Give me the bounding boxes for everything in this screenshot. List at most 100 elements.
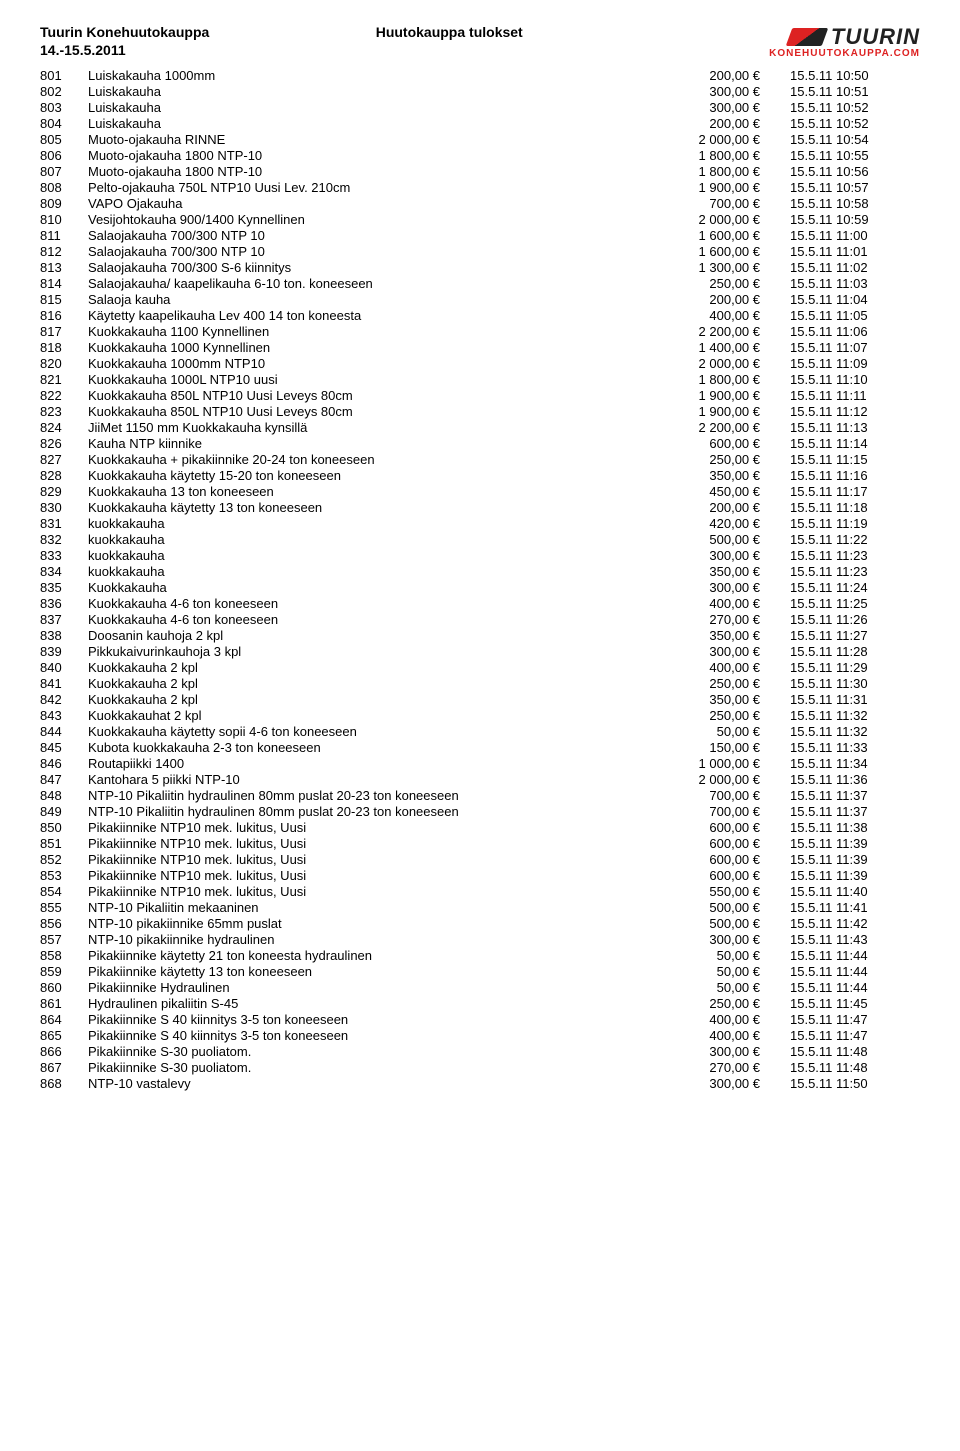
row-desc: NTP-10 vastalevy <box>88 1075 680 1091</box>
row-time: 15.5.11 11:36 <box>790 771 920 787</box>
row-desc: Pikakiinnike S-30 puoliatom. <box>88 1043 680 1059</box>
row-id: 852 <box>40 851 88 867</box>
table-row: 853Pikakiinnike NTP10 mek. lukitus, Uusi… <box>40 867 920 883</box>
row-desc: Kuokkakauha 850L NTP10 Uusi Leveys 80cm <box>88 403 680 419</box>
row-desc: NTP-10 Pikaliitin hydraulinen 80mm pusla… <box>88 803 680 819</box>
row-time: 15.5.11 11:31 <box>790 691 920 707</box>
row-time: 15.5.11 11:06 <box>790 323 920 339</box>
row-desc: Kuokkakauha käytetty sopii 4-6 ton konee… <box>88 723 680 739</box>
row-desc: Salaojakauha 700/300 NTP 10 <box>88 227 680 243</box>
header-left: Tuurin Konehuutokauppa 14.-15.5.2011 <box>40 24 209 58</box>
row-time: 15.5.11 10:59 <box>790 211 920 227</box>
row-desc: Luiskakauha 1000mm <box>88 67 680 83</box>
row-time: 15.5.11 10:51 <box>790 83 920 99</box>
row-id: 831 <box>40 515 88 531</box>
row-desc: Pikakiinnike NTP10 mek. lukitus, Uusi <box>88 819 680 835</box>
row-time: 15.5.11 11:26 <box>790 611 920 627</box>
row-desc: Kubota kuokkakauha 2-3 ton koneeseen <box>88 739 680 755</box>
row-time: 15.5.11 10:58 <box>790 195 920 211</box>
row-price: 450,00 € <box>680 483 790 499</box>
row-desc: kuokkakauha <box>88 547 680 563</box>
row-desc: Kuokkakauha 1000L NTP10 uusi <box>88 371 680 387</box>
row-desc: Kauha NTP kiinnike <box>88 435 680 451</box>
table-row: 842Kuokkakauha 2 kpl350,00 €15.5.11 11:3… <box>40 691 920 707</box>
row-time: 15.5.11 11:47 <box>790 1011 920 1027</box>
row-time: 15.5.11 11:39 <box>790 835 920 851</box>
row-id: 816 <box>40 307 88 323</box>
row-desc: Kuokkakauha + pikakiinnike 20-24 ton kon… <box>88 451 680 467</box>
row-id: 807 <box>40 163 88 179</box>
row-id: 818 <box>40 339 88 355</box>
row-price: 200,00 € <box>680 291 790 307</box>
row-id: 867 <box>40 1059 88 1075</box>
row-price: 2 000,00 € <box>680 211 790 227</box>
table-row: 861Hydraulinen pikaliitin S-45250,00 €15… <box>40 995 920 1011</box>
row-id: 856 <box>40 915 88 931</box>
row-price: 50,00 € <box>680 979 790 995</box>
row-price: 300,00 € <box>680 931 790 947</box>
row-time: 15.5.11 11:29 <box>790 659 920 675</box>
row-price: 1 900,00 € <box>680 179 790 195</box>
table-row: 855NTP-10 Pikaliitin mekaaninen500,00 €1… <box>40 899 920 915</box>
row-desc: Pikakiinnike NTP10 mek. lukitus, Uusi <box>88 867 680 883</box>
row-time: 15.5.11 10:55 <box>790 147 920 163</box>
row-price: 50,00 € <box>680 723 790 739</box>
row-price: 300,00 € <box>680 1043 790 1059</box>
table-row: 821Kuokkakauha 1000L NTP10 uusi1 800,00 … <box>40 371 920 387</box>
row-desc: Kuokkakauhat 2 kpl <box>88 707 680 723</box>
row-id: 810 <box>40 211 88 227</box>
table-row: 814Salaojakauha/ kaapelikauha 6-10 ton. … <box>40 275 920 291</box>
row-time: 15.5.11 11:23 <box>790 547 920 563</box>
row-desc: Kuokkakauha 4-6 ton koneeseen <box>88 611 680 627</box>
row-desc: Salaojakauha 700/300 NTP 10 <box>88 243 680 259</box>
table-row: 846Routapiikki 14001 000,00 €15.5.11 11:… <box>40 755 920 771</box>
table-row: 867Pikakiinnike S-30 puoliatom.270,00 €1… <box>40 1059 920 1075</box>
row-time: 15.5.11 11:30 <box>790 675 920 691</box>
row-id: 849 <box>40 803 88 819</box>
row-time: 15.5.11 11:44 <box>790 947 920 963</box>
row-time: 15.5.11 11:16 <box>790 467 920 483</box>
row-desc: Muoto-ojakauha 1800 NTP-10 <box>88 163 680 179</box>
row-price: 250,00 € <box>680 675 790 691</box>
row-time: 15.5.11 11:01 <box>790 243 920 259</box>
table-row: 823Kuokkakauha 850L NTP10 Uusi Leveys 80… <box>40 403 920 419</box>
row-id: 829 <box>40 483 88 499</box>
row-time: 15.5.11 11:22 <box>790 531 920 547</box>
table-row: 801Luiskakauha 1000mm200,00 €15.5.11 10:… <box>40 67 920 83</box>
row-desc: Pikakiinnike NTP10 mek. lukitus, Uusi <box>88 883 680 899</box>
row-id: 840 <box>40 659 88 675</box>
row-id: 868 <box>40 1075 88 1091</box>
row-time: 15.5.11 11:13 <box>790 419 920 435</box>
table-row: 844Kuokkakauha käytetty sopii 4-6 ton ko… <box>40 723 920 739</box>
row-time: 15.5.11 11:41 <box>790 899 920 915</box>
row-id: 813 <box>40 259 88 275</box>
row-id: 828 <box>40 467 88 483</box>
table-row: 834kuokkakauha350,00 €15.5.11 11:23 <box>40 563 920 579</box>
row-desc: Luiskakauha <box>88 115 680 131</box>
row-id: 835 <box>40 579 88 595</box>
table-row: 804Luiskakauha200,00 €15.5.11 10:52 <box>40 115 920 131</box>
row-desc: NTP-10 pikakiinnike hydraulinen <box>88 931 680 947</box>
row-desc: Salaojakauha 700/300 S-6 kiinnitys <box>88 259 680 275</box>
row-id: 842 <box>40 691 88 707</box>
page-header: Tuurin Konehuutokauppa 14.-15.5.2011 Huu… <box>40 24 920 59</box>
row-price: 300,00 € <box>680 1075 790 1091</box>
row-desc: Kuokkakauha 1000 Kynnellinen <box>88 339 680 355</box>
row-desc: Kantohara 5 piikki NTP-10 <box>88 771 680 787</box>
table-row: 808Pelto-ojakauha 750L NTP10 Uusi Lev. 2… <box>40 179 920 195</box>
row-time: 15.5.11 11:45 <box>790 995 920 1011</box>
row-price: 350,00 € <box>680 563 790 579</box>
header-center: Huutokauppa tulokset <box>376 24 523 40</box>
row-price: 300,00 € <box>680 83 790 99</box>
table-row: 818Kuokkakauha 1000 Kynnellinen1 400,00 … <box>40 339 920 355</box>
row-time: 15.5.11 11:48 <box>790 1043 920 1059</box>
row-id: 815 <box>40 291 88 307</box>
table-row: 839Pikkukaivurinkauhoja 3 kpl300,00 €15.… <box>40 643 920 659</box>
table-row: 849NTP-10 Pikaliitin hydraulinen 80mm pu… <box>40 803 920 819</box>
row-time: 15.5.11 11:03 <box>790 275 920 291</box>
table-row: 841Kuokkakauha 2 kpl250,00 €15.5.11 11:3… <box>40 675 920 691</box>
row-price: 500,00 € <box>680 915 790 931</box>
row-desc: Pikakiinnike Hydraulinen <box>88 979 680 995</box>
row-id: 824 <box>40 419 88 435</box>
row-desc: Vesijohtokauha 900/1400 Kynnellinen <box>88 211 680 227</box>
